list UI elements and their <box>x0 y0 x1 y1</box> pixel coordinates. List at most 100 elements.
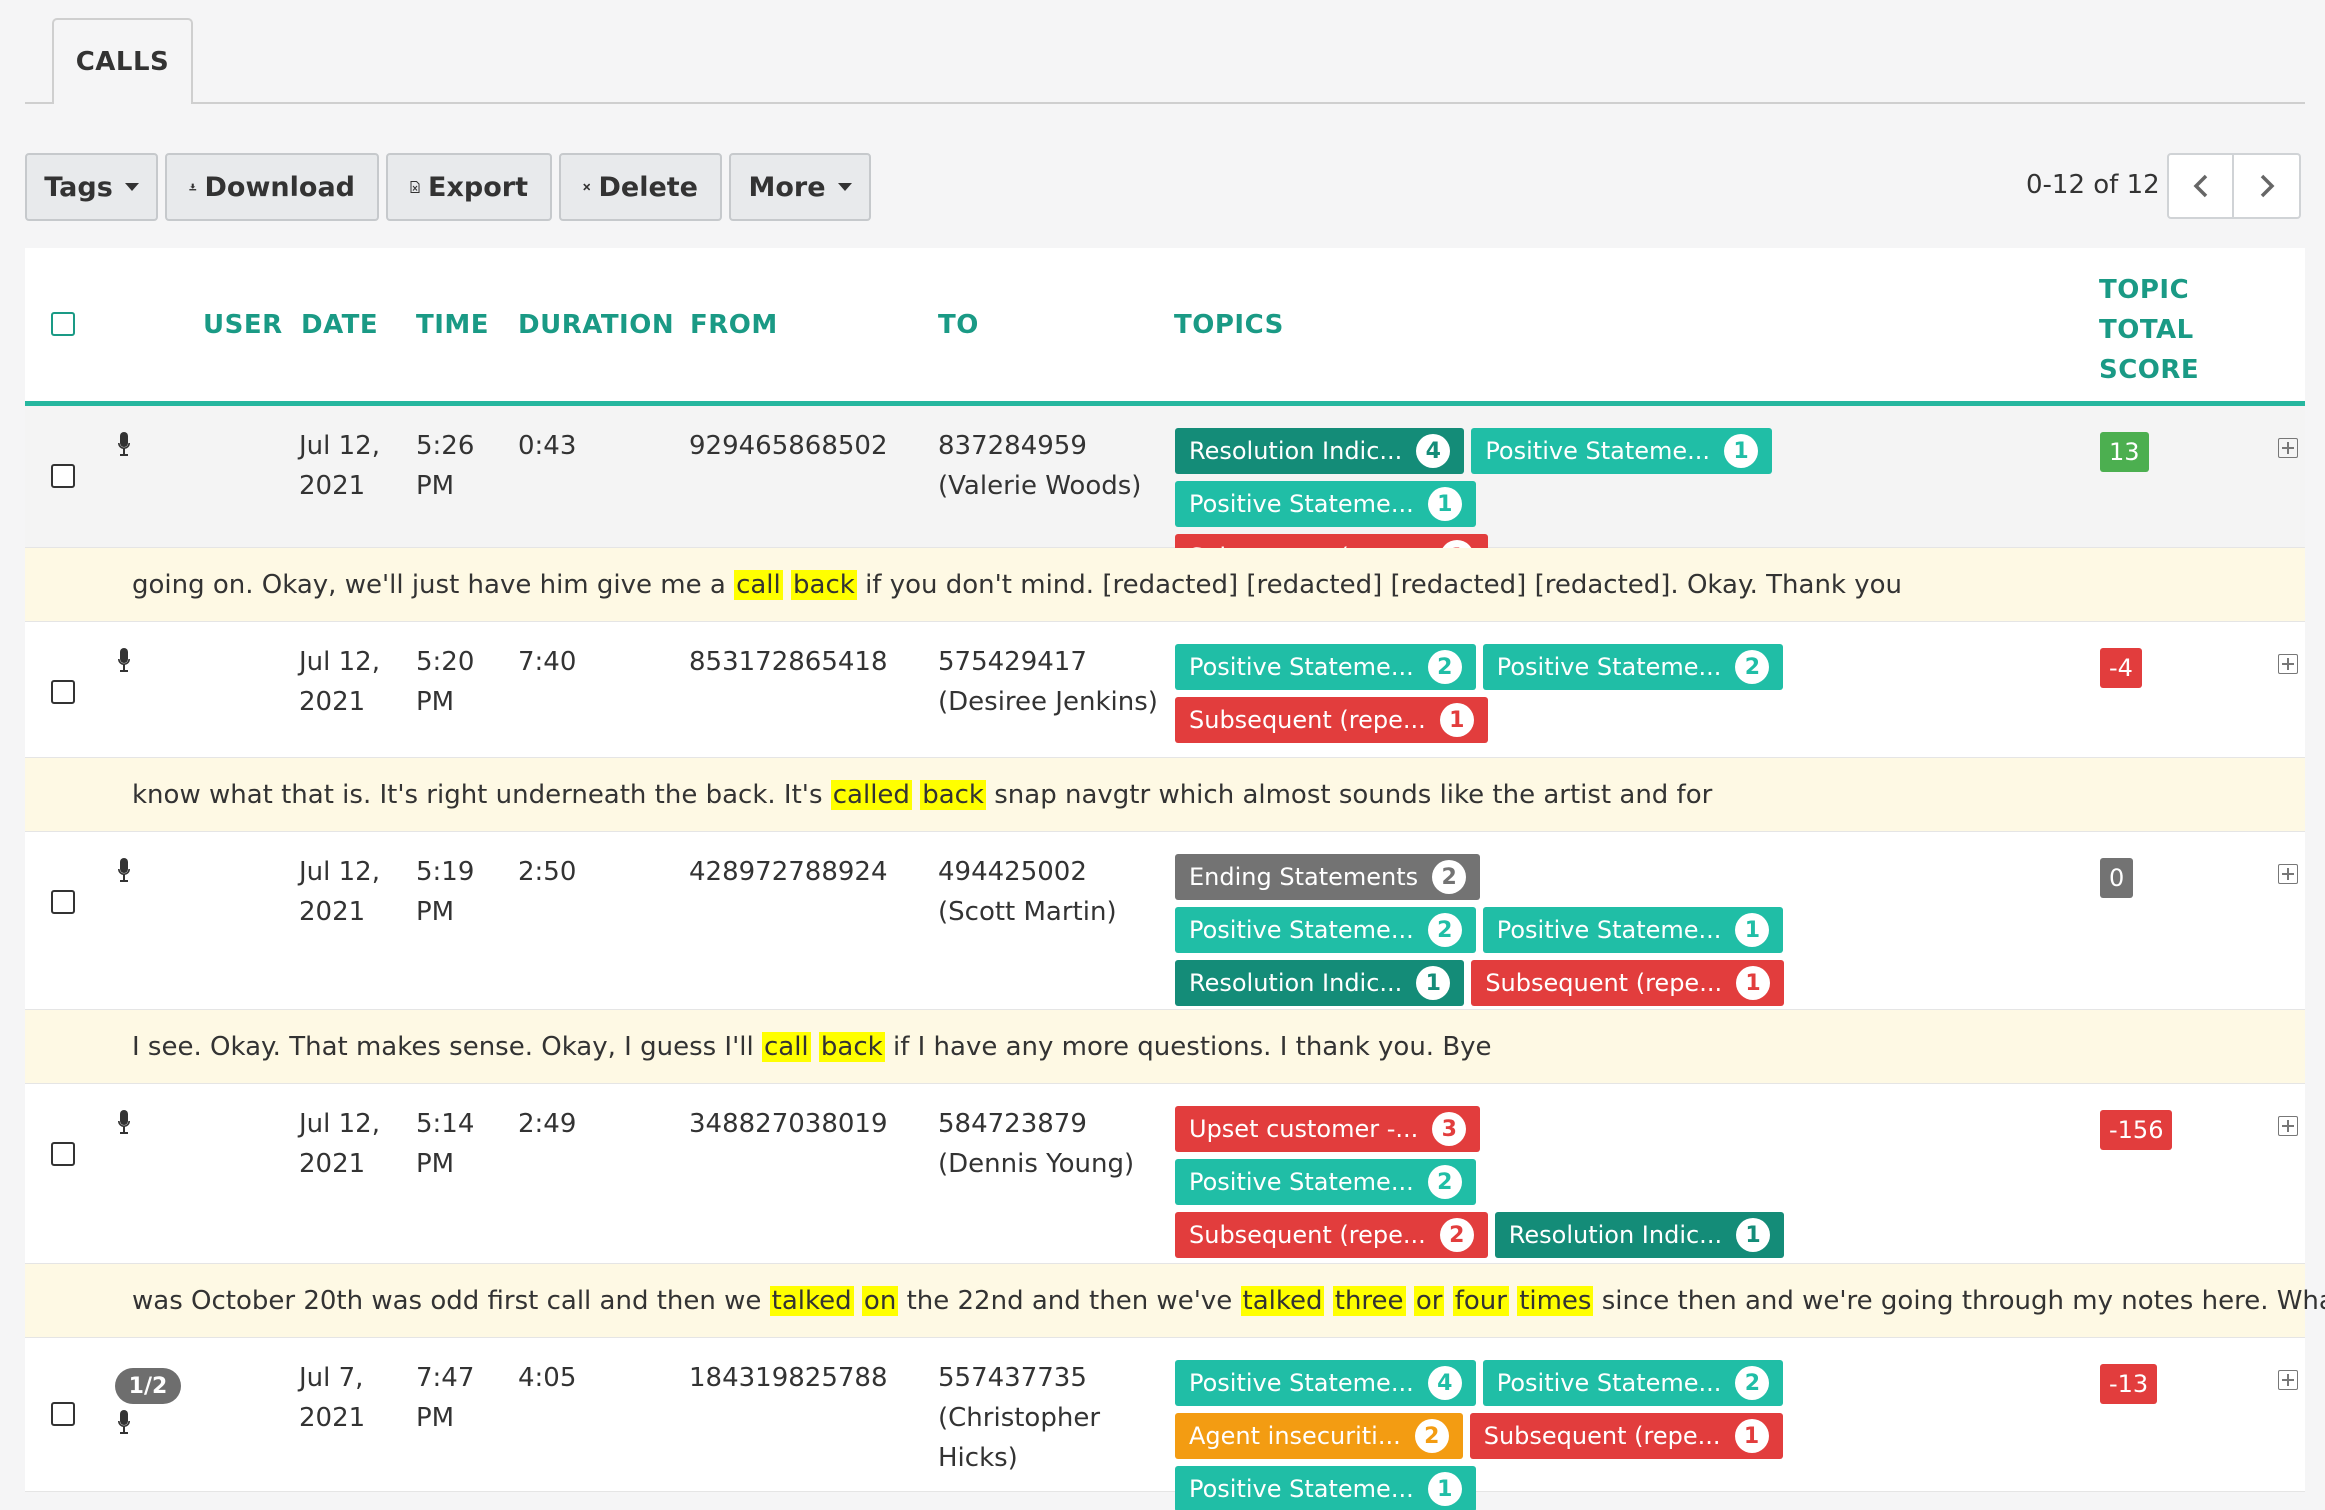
microphone-icon[interactable] <box>118 648 130 676</box>
topic-tag[interactable]: Positive Stateme... 1 <box>1471 428 1773 474</box>
snippet-text <box>783 570 791 600</box>
call-duration: 4:05 <box>518 1363 577 1393</box>
column-topic-total-score[interactable]: TOPIC TOTAL SCORE <box>2099 270 2199 390</box>
topic-tag[interactable]: Resolution Indic... 1 <box>1175 960 1465 1006</box>
tab-calls[interactable]: CALLS <box>52 18 193 107</box>
table-row[interactable]: Jul 12, 2021 5:20 PM 7:40 853172865418 5754294… <box>25 622 2305 758</box>
to-line: 837284959 <box>938 431 1087 461</box>
topic-tags: Positive Stateme... 4 Positive Stateme... 2… <box>1175 1360 1785 1510</box>
table-row[interactable]: Jul 12, 2021 5:14 PM 2:49 348827038019 5847238… <box>25 1084 2305 1364</box>
download-icon <box>189 183 197 191</box>
column-from[interactable]: FROM <box>690 310 778 340</box>
row-checkbox[interactable] <box>51 464 75 488</box>
transcript-snippet[interactable]: was October 20th was odd first call and … <box>25 1264 2325 1338</box>
table-row[interactable]: Jul 12, 2021 5:19 PM 2:50 428972788924 4944250… <box>25 832 2305 1059</box>
table-row[interactable]: Jul 12, 2021 5:26 PM 0:43 929465868502 8372849… <box>25 406 2305 580</box>
transcript-snippet[interactable]: I see. Okay. That makes sense. Okay, I g… <box>25 1010 2305 1084</box>
expand-row-icon[interactable] <box>2278 1370 2298 1390</box>
topic-total-score: 13 <box>2100 432 2149 472</box>
delete-button[interactable]: Delete <box>559 153 722 221</box>
topic-tag[interactable]: Subsequent (repe... 1 <box>1175 697 1488 743</box>
expand-row-icon[interactable] <box>2278 864 2298 884</box>
topic-tag[interactable]: Positive Stateme... 2 <box>1175 907 1476 953</box>
expand-row-icon[interactable] <box>2278 438 2298 458</box>
snippet-text: snap navgtr which almost sounds like the… <box>986 779 1713 810</box>
call-duration: 2:50 <box>518 857 577 887</box>
topic-label: Positive Stateme... <box>1189 653 1414 681</box>
column-duration[interactable]: DURATION <box>518 310 675 340</box>
topic-tag[interactable]: Resolution Indic... 4 <box>1175 428 1465 474</box>
to-line: 557437735 <box>938 1363 1087 1393</box>
topic-tag[interactable]: Ending Statements 2 <box>1175 854 1481 900</box>
call-time: 5:26 PM <box>416 426 474 506</box>
column-date[interactable]: DATE <box>301 310 379 340</box>
row-checkbox[interactable] <box>51 680 75 704</box>
time-line: 5:19 <box>416 857 475 887</box>
caret-down-icon <box>124 183 139 191</box>
tags-dropdown-button[interactable]: Tags <box>25 153 158 221</box>
topic-tag[interactable]: Positive Stateme... 1 <box>1175 1466 1476 1510</box>
tags-label: Tags <box>44 171 113 203</box>
topic-tag[interactable]: Positive Stateme... 2 <box>1175 1159 1476 1205</box>
column-time[interactable]: TIME <box>416 310 490 340</box>
call-time: 7:47 PM <box>416 1358 474 1438</box>
topic-count: 1 <box>1736 966 1771 1000</box>
caret-down-icon <box>837 183 852 191</box>
topic-total-score: -4 <box>2100 648 2142 688</box>
column-topics[interactable]: TOPICS <box>1174 310 1284 340</box>
snippet-text: if I have any more questions. I thank yo… <box>884 1031 1492 1062</box>
highlighted-keyword: on <box>861 1285 899 1316</box>
row-checkbox[interactable] <box>51 890 75 914</box>
date-line: Jul 12, <box>299 647 380 677</box>
topic-count: 1 <box>1724 434 1759 468</box>
row-checkbox[interactable] <box>51 1402 75 1426</box>
topic-tag[interactable]: Agent insecuriti... 2 <box>1175 1413 1463 1459</box>
call-date: Jul 12, 2021 <box>299 852 380 932</box>
topic-tag[interactable]: Resolution Indic... 1 <box>1494 1212 1785 1258</box>
topic-tag[interactable]: Positive Stateme... 1 <box>1175 481 1476 527</box>
topic-tag[interactable]: Subsequent (repe... 1 <box>1471 960 1785 1006</box>
topic-count: 3 <box>1432 1112 1467 1146</box>
call-to: 494425002 (Scott Martin) <box>938 852 1117 932</box>
expand-row-icon[interactable] <box>2278 1116 2298 1136</box>
topic-tag[interactable]: Positive Stateme... 4 <box>1175 1360 1476 1406</box>
download-button[interactable]: Download <box>165 153 379 221</box>
date-line: 2021 <box>299 1403 366 1433</box>
transcript-snippet[interactable]: know what that is. It's right underneath… <box>25 758 2305 832</box>
to-line: 584723879 <box>938 1109 1087 1139</box>
export-button[interactable]: Export <box>386 153 552 221</box>
transcript-snippet[interactable]: going on. Okay, we'll just have him give… <box>25 548 2305 622</box>
time-line: 7:47 <box>416 1363 475 1393</box>
highlighted-keyword: call <box>761 1031 811 1062</box>
more-dropdown-button[interactable]: More <box>729 153 871 221</box>
column-user[interactable]: USER <box>203 310 283 340</box>
microphone-icon[interactable] <box>118 858 130 886</box>
topic-tag[interactable]: Positive Stateme... 1 <box>1482 907 1784 953</box>
topic-count: 1 <box>1439 703 1474 737</box>
table-header: USER DATE TIME DURATION FROM TO TOPICS T… <box>25 248 2305 406</box>
next-page-button[interactable] <box>2234 153 2301 219</box>
topic-label: Positive Stateme... <box>1189 490 1414 518</box>
call-from: 184319825788 <box>689 1363 888 1393</box>
row-checkbox[interactable] <box>51 1142 75 1166</box>
date-line: Jul 12, <box>299 431 380 461</box>
column-to[interactable]: TO <box>938 310 979 340</box>
select-all-checkbox[interactable] <box>51 312 75 336</box>
topic-tag[interactable]: Upset customer -... 3 <box>1175 1106 1481 1152</box>
topic-tag[interactable]: Positive Stateme... 2 <box>1175 644 1476 690</box>
previous-page-button[interactable] <box>2167 153 2234 219</box>
call-duration: 0:43 <box>518 431 577 461</box>
microphone-icon[interactable] <box>118 432 130 460</box>
topic-tag[interactable]: Subsequent (repe... 2 <box>1175 1212 1488 1258</box>
topic-tag[interactable]: Positive Stateme... 2 <box>1482 644 1784 690</box>
microphone-icon[interactable] <box>118 1410 130 1438</box>
table-row[interactable]: 1/2 Jul 7, 2021 7:47 PM 4:05 184319825788 5574… <box>25 1338 2305 1510</box>
topic-tag[interactable]: Subsequent (repe... 1 <box>1469 1413 1783 1459</box>
microphone-icon[interactable] <box>118 1110 130 1138</box>
expand-row-icon[interactable] <box>2278 654 2298 674</box>
topic-total-score: -13 <box>2100 1364 2158 1404</box>
time-line: PM <box>416 1149 455 1179</box>
topic-tag[interactable]: Positive Stateme... 2 <box>1482 1360 1784 1406</box>
call-time: 5:14 PM <box>416 1104 474 1184</box>
to-line: 494425002 <box>938 857 1087 887</box>
